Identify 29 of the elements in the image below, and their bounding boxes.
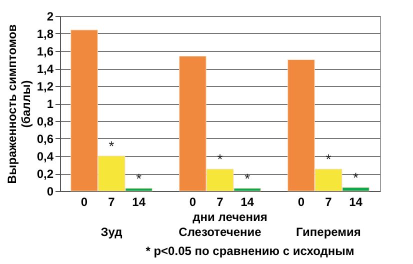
y-tick-label: 0,8 bbox=[36, 114, 54, 128]
annotation: * bbox=[136, 170, 142, 186]
series-label: 7 bbox=[108, 195, 116, 209]
annotation: * bbox=[108, 138, 115, 154]
text: 7 bbox=[216, 195, 224, 209]
y-tick-label: 1,6 bbox=[36, 44, 54, 58]
x-tick-label: Зуд bbox=[100, 225, 123, 239]
series-label: 14 bbox=[132, 195, 146, 209]
y-tick-label: 1 bbox=[46, 97, 54, 111]
y-tick-label: 0,2 bbox=[36, 167, 54, 181]
text: 14 bbox=[240, 195, 254, 209]
text: 7 bbox=[325, 195, 332, 209]
y-tick-label: 0,6 bbox=[36, 132, 54, 146]
y-axis-title: Выраженность симптомов (баллы) bbox=[4, 24, 33, 184]
y-tick-label: 2 bbox=[46, 10, 54, 24]
x-tick-label: Гиперемия bbox=[296, 225, 361, 239]
y-tick-label: 1,2 bbox=[36, 80, 54, 94]
y-tick-label: 0 bbox=[46, 184, 54, 198]
text: 14 bbox=[349, 195, 362, 209]
annotation: * bbox=[244, 170, 251, 186]
y-tick-label: 1,4 bbox=[36, 62, 54, 76]
y-tick-label: 0,4 bbox=[36, 150, 54, 164]
series-label: 0 bbox=[80, 195, 88, 209]
text: 0 bbox=[298, 195, 305, 209]
y-tick-label: 1,8 bbox=[36, 27, 54, 41]
text: * p<0.05 по сравнению с исходным bbox=[146, 244, 354, 258]
x-axis-title: дни лечения bbox=[192, 210, 268, 224]
x-tick-label: Слезотечение bbox=[178, 225, 262, 239]
text: 0 bbox=[189, 195, 196, 209]
